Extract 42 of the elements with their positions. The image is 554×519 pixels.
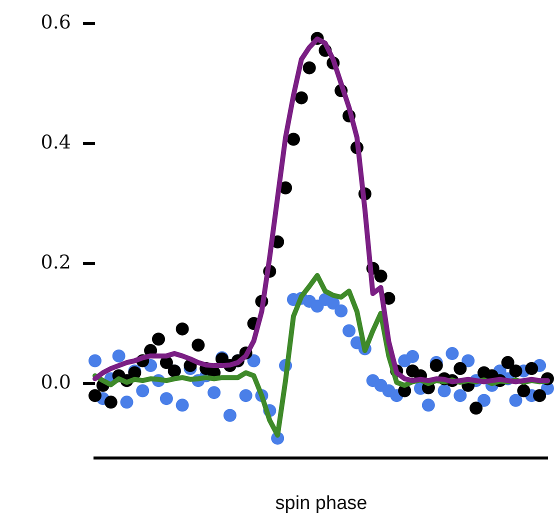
point xyxy=(454,362,467,376)
point xyxy=(247,354,260,368)
point xyxy=(192,338,205,352)
point xyxy=(239,389,252,402)
point xyxy=(430,359,443,372)
point xyxy=(286,132,300,146)
point xyxy=(88,389,102,402)
point xyxy=(176,398,189,412)
y-tick-label: 0.2 xyxy=(40,251,71,274)
point xyxy=(446,347,459,360)
point xyxy=(501,356,514,370)
point xyxy=(223,408,236,422)
point xyxy=(470,402,483,415)
point xyxy=(342,324,356,338)
point xyxy=(160,392,173,406)
point xyxy=(509,394,522,407)
point xyxy=(208,386,221,400)
point xyxy=(533,389,546,402)
point xyxy=(517,384,530,398)
point xyxy=(422,398,435,412)
point xyxy=(374,270,388,283)
point xyxy=(302,61,316,74)
point xyxy=(454,389,467,402)
x-axis-title: spin phase xyxy=(275,492,368,514)
point xyxy=(438,384,451,398)
point xyxy=(477,394,490,407)
y-tick-label: 0.0 xyxy=(40,372,71,394)
point xyxy=(406,350,420,364)
point xyxy=(509,364,522,378)
point xyxy=(152,332,166,346)
y-tick-label: 0.6 xyxy=(40,11,71,34)
point xyxy=(462,354,475,368)
point xyxy=(112,349,126,362)
y-tick-label: 0.4 xyxy=(40,131,71,154)
point xyxy=(120,396,134,409)
point xyxy=(136,384,150,398)
point xyxy=(104,396,118,409)
point xyxy=(525,362,538,376)
point xyxy=(176,322,189,336)
point xyxy=(88,354,102,368)
point xyxy=(294,91,308,104)
point xyxy=(334,304,348,318)
